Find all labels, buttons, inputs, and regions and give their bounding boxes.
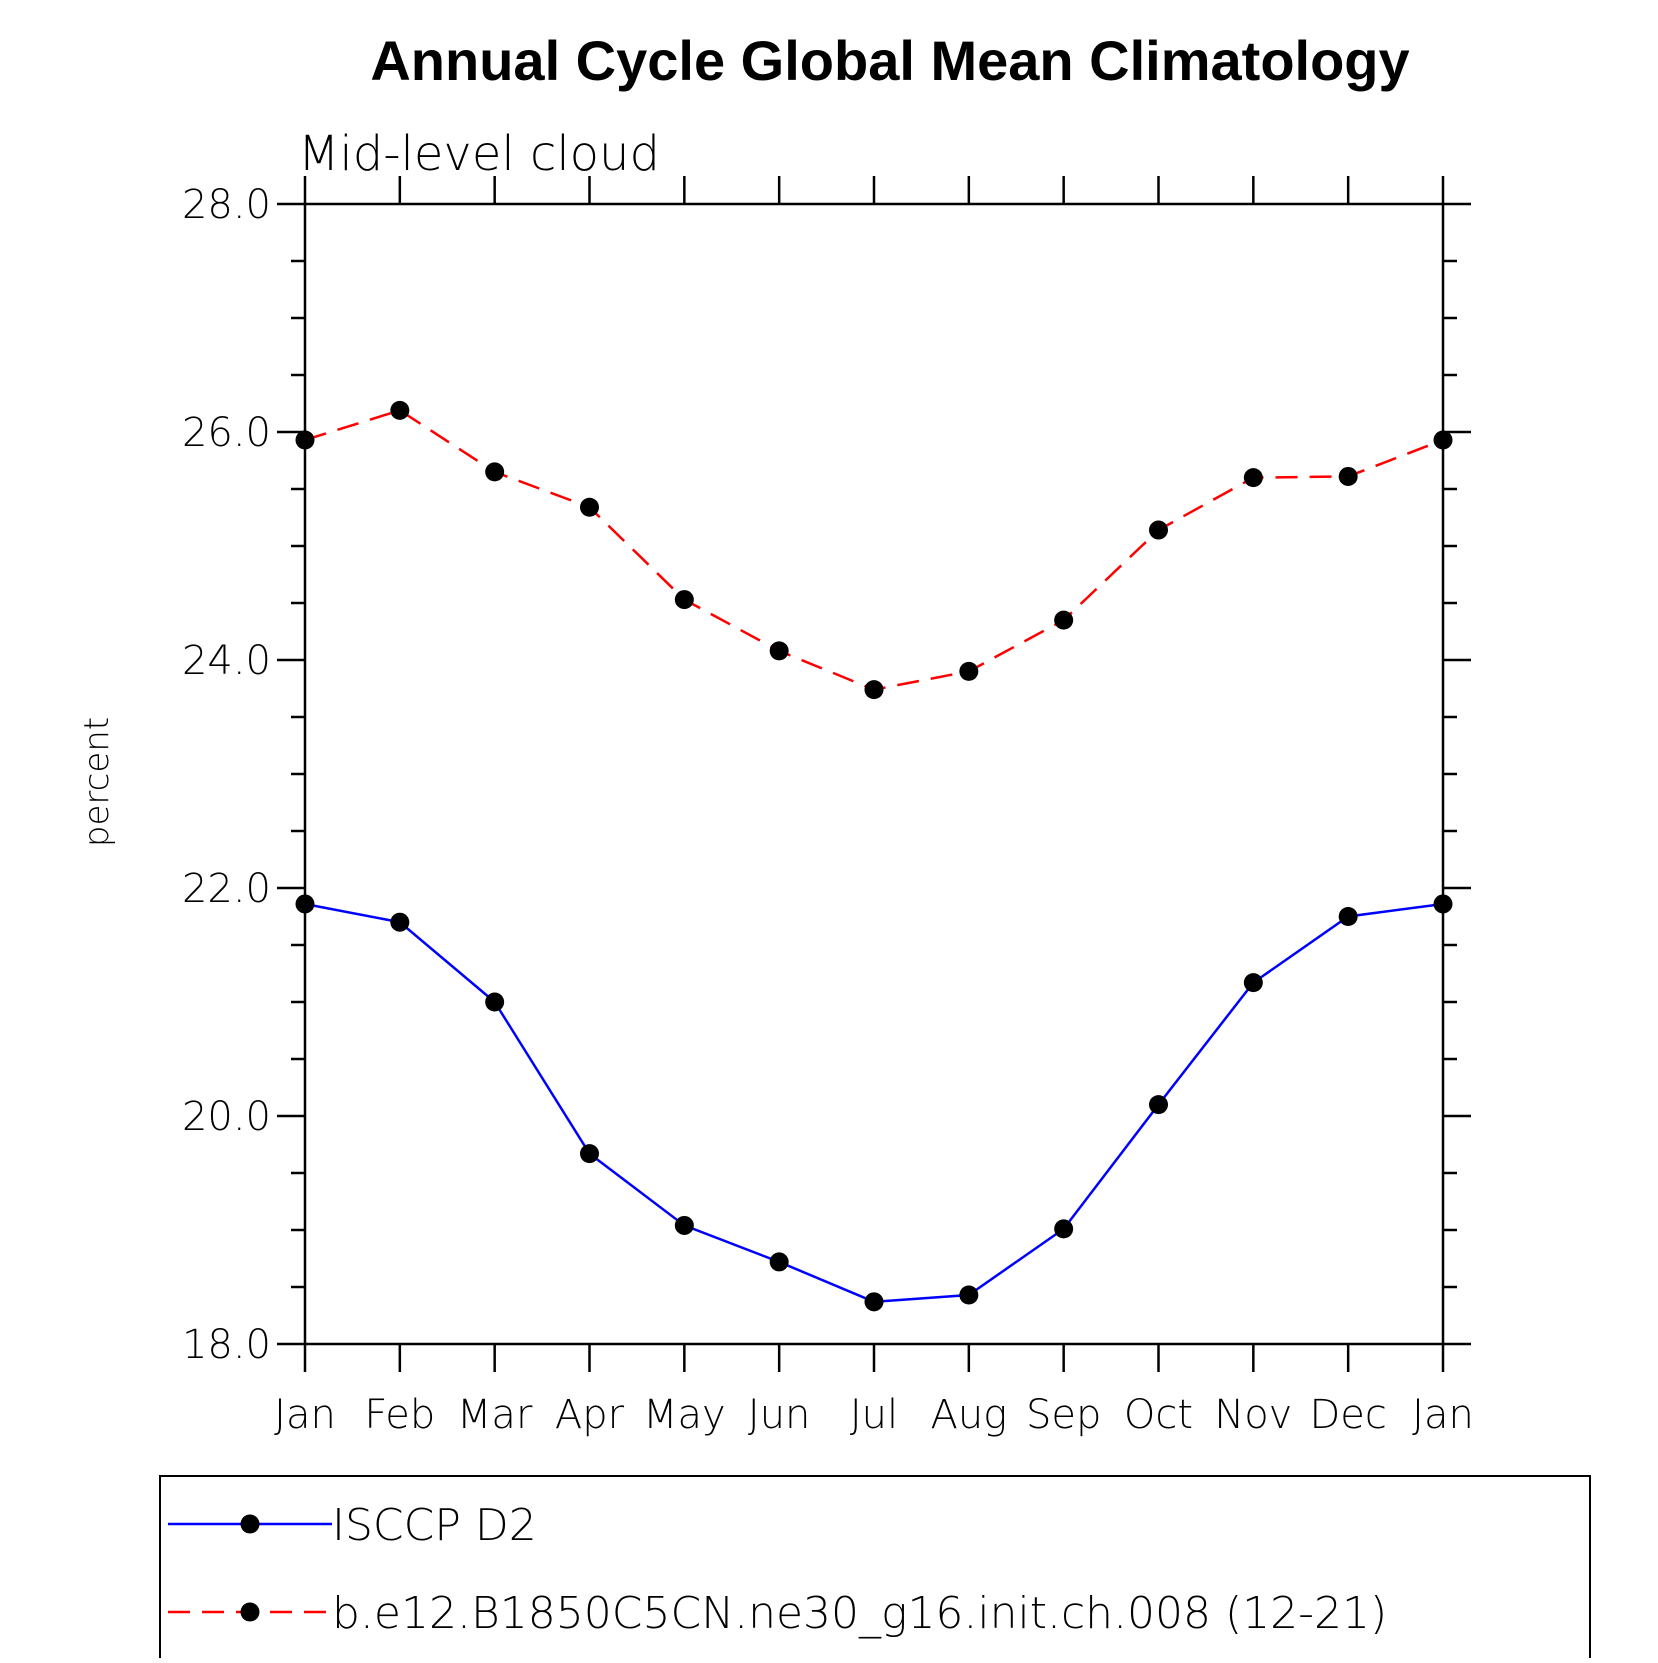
legend-label-1: b.e12.B1850C5CN.ne30_g16.init.ch.008 (12… (332, 1588, 1387, 1639)
series-line-1 (304, 408, 1444, 691)
plot-frame (303, 202, 1445, 1346)
series-line-0 (304, 902, 1444, 1304)
x-tick-label: May (643, 1392, 726, 1438)
y-tick-label: 26.0 (182, 410, 271, 456)
x-tick-label: Jan (274, 1392, 336, 1438)
series-1-point (959, 661, 979, 681)
series-1-point (390, 400, 410, 420)
series-0-point (1338, 907, 1358, 926)
series-0-point (1149, 1095, 1168, 1115)
series-1-point (1433, 430, 1453, 450)
x-tick-label: Dec (1309, 1392, 1386, 1438)
y-tick-label: 18.0 (182, 1322, 271, 1368)
series-1-point (1338, 466, 1358, 486)
x-tick-label: Aug (930, 1392, 1007, 1438)
x-tick-label: Feb (364, 1392, 435, 1438)
x-tick-label: Sep (1026, 1392, 1101, 1438)
legend-label-0: ISCCP D2 (332, 1500, 537, 1551)
y-tick-label: 28.0 (182, 182, 271, 228)
series-0-point (1243, 973, 1263, 993)
series-0-point (769, 1252, 789, 1272)
plot-area: 18.0 20.0 22.0 24.0 26.0 28.0 Jan Feb Mar Apr May J… (182, 176, 1474, 1438)
series-0-point (485, 992, 505, 1012)
series-0-point (580, 1144, 599, 1164)
legend: ISCCP D2 b.e12.B1850C5CN.ne30_g16.init.ch… (159, 1475, 1591, 1661)
series-1-point (674, 590, 694, 610)
series-1-point (1243, 468, 1263, 488)
series-0-point (674, 1215, 694, 1235)
series-1-point (1054, 610, 1074, 630)
x-tick-label: Nov (1214, 1392, 1292, 1438)
x-tick-label: Apr (555, 1392, 625, 1438)
series-0-point (864, 1292, 884, 1312)
y-tick-label: 20.0 (182, 1094, 271, 1140)
series-0-point (959, 1285, 979, 1305)
series-0-point (1433, 894, 1453, 914)
x-tick-label: Oct (1124, 1392, 1193, 1438)
series-0-point (295, 894, 315, 914)
series-1-point (295, 430, 315, 450)
series-1-point (580, 497, 599, 517)
x-tick-label: Jan (1412, 1392, 1474, 1438)
series-1-point (1149, 520, 1168, 540)
x-tick-label: Jun (748, 1392, 811, 1438)
series-1-point (769, 641, 789, 661)
chart-subtitle: Mid-level cloud (298, 126, 660, 182)
series-0-point (1054, 1219, 1074, 1239)
legend-marker-1 (240, 1602, 260, 1622)
x-tick-label: Jul (850, 1392, 898, 1438)
chart-title: Annual Cycle Global Mean Climatology (370, 29, 1409, 92)
series-1-point (864, 680, 884, 700)
y-tick-label: 24.0 (182, 638, 271, 684)
x-tick-label: Mar (457, 1392, 533, 1438)
y-tick-label: 22.0 (182, 866, 271, 912)
series-0-point (390, 912, 410, 932)
series-1-point (485, 462, 505, 482)
legend-marker-0 (240, 1514, 260, 1534)
y-axis-label: percent (77, 717, 117, 847)
